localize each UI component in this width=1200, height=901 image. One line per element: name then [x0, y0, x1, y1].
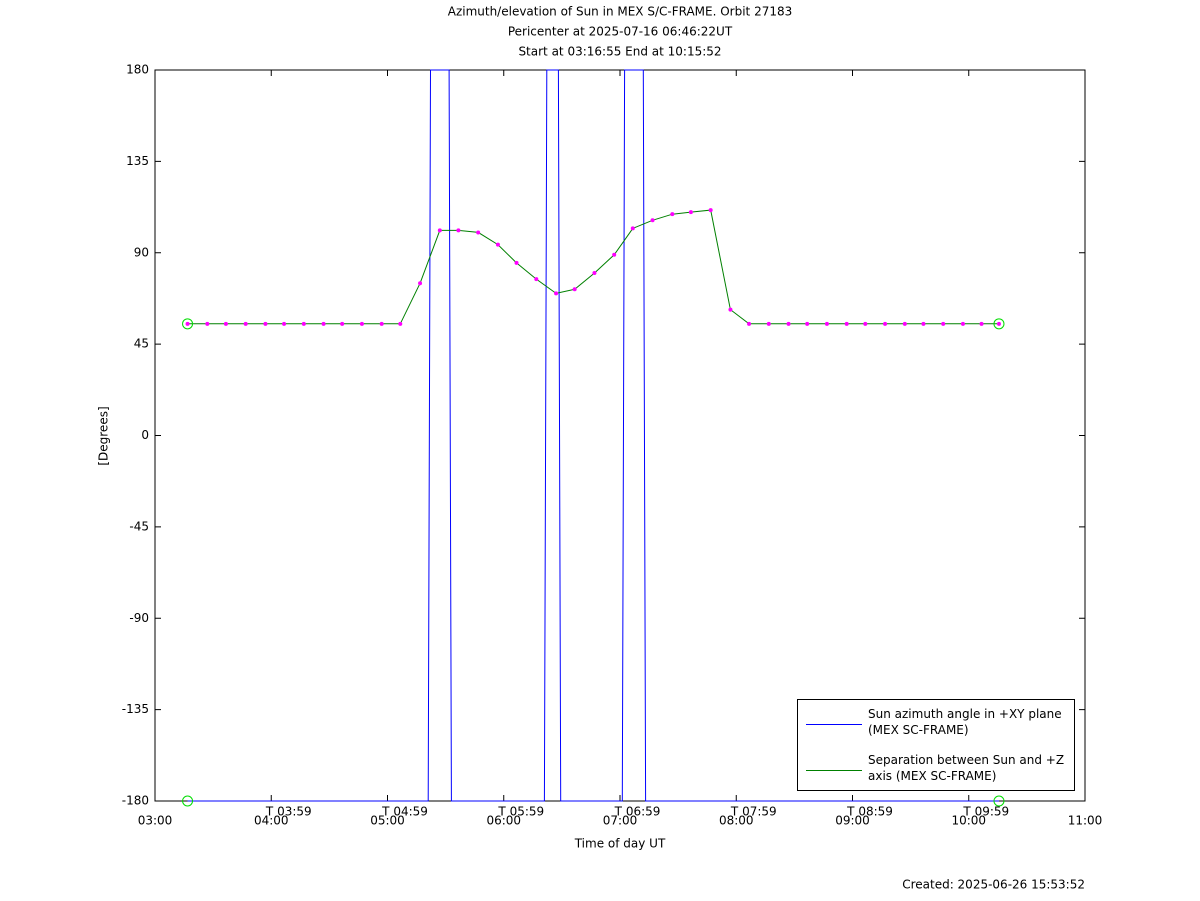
point-marker — [301, 321, 306, 326]
point-marker — [688, 210, 693, 215]
y-tick-label: -135 — [122, 702, 149, 716]
point-marker — [359, 321, 364, 326]
point-marker — [921, 321, 926, 326]
point-marker — [902, 321, 907, 326]
point-marker — [883, 321, 888, 326]
point-marker — [863, 321, 868, 326]
point-marker — [456, 228, 461, 233]
point-marker — [844, 321, 849, 326]
point-marker — [572, 287, 577, 292]
point-marker — [728, 307, 733, 312]
point-marker — [650, 218, 655, 223]
point-marker — [321, 321, 326, 326]
y-tick-label: 180 — [126, 63, 149, 77]
point-marker — [282, 321, 287, 326]
point-marker — [437, 228, 442, 233]
legend-label: Sun azimuth angle in +XY plane (MEX SC-F… — [868, 707, 1062, 737]
point-marker — [263, 321, 268, 326]
point-marker — [824, 321, 829, 326]
legend-swatch — [806, 770, 862, 771]
point-marker — [630, 226, 635, 231]
y-axis-label: [Degrees] — [97, 406, 111, 465]
point-marker — [514, 260, 519, 265]
legend: Sun azimuth angle in +XY plane (MEX SC-F… — [797, 699, 1075, 791]
chart-subtitle: Start at 03:16:55 End at 10:15:52 — [518, 45, 721, 59]
point-marker — [612, 252, 617, 257]
point-marker — [205, 321, 210, 326]
chart-title: Azimuth/elevation of Sun in MEX S/C-FRAM… — [448, 5, 793, 19]
time-mark: T 04:59 — [381, 805, 428, 819]
point-marker — [592, 271, 597, 276]
point-marker — [708, 208, 713, 213]
y-tick-label: 45 — [134, 337, 149, 351]
point-marker — [243, 321, 248, 326]
point-marker — [379, 321, 384, 326]
x-tick-label: 11:00 — [1068, 814, 1103, 828]
chart-subtitle: Pericenter at 2025-07-16 06:46:22UT — [508, 25, 733, 39]
end-marker — [182, 318, 194, 330]
x-tick-label: 09:00 — [835, 814, 870, 828]
x-tick-label: 07:00 — [603, 814, 638, 828]
time-mark: T 09:59 — [962, 805, 1009, 819]
time-mark: T 08:59 — [846, 805, 893, 819]
x-tick-label: 06:00 — [486, 814, 521, 828]
x-tick-label: 04:00 — [254, 814, 289, 828]
legend-swatch — [806, 724, 862, 725]
y-tick-label: -90 — [129, 611, 149, 625]
point-marker — [979, 321, 984, 326]
point-marker — [554, 291, 559, 296]
point-marker — [223, 321, 228, 326]
y-tick-label: 135 — [126, 154, 149, 168]
x-tick-label: 08:00 — [719, 814, 754, 828]
y-tick-label: -45 — [129, 519, 149, 533]
end-marker — [993, 795, 1005, 807]
end-marker — [182, 795, 194, 807]
point-marker — [476, 230, 481, 235]
plot-frame — [154, 69, 1086, 802]
point-marker — [495, 242, 500, 247]
end-marker — [993, 318, 1005, 330]
x-tick-label: 05:00 — [370, 814, 405, 828]
x-tick-label: 10:00 — [951, 814, 986, 828]
y-tick-label: 90 — [134, 245, 149, 259]
point-marker — [534, 277, 539, 282]
point-marker — [941, 321, 946, 326]
x-axis-label: Time of day UT — [574, 837, 666, 851]
point-marker — [340, 321, 345, 326]
series-line — [187, 69, 999, 802]
footer: Created: 2025-06-26 15:53:52 — [902, 878, 1085, 892]
point-marker — [766, 321, 771, 326]
point-marker — [747, 321, 752, 326]
time-mark: T 07:59 — [730, 805, 777, 819]
point-marker — [398, 321, 403, 326]
legend-label: Separation between Sun and +Z axis (MEX … — [868, 753, 1065, 783]
time-mark: T 05:59 — [497, 805, 544, 819]
time-mark: T 03:59 — [265, 805, 312, 819]
point-marker — [960, 321, 965, 326]
point-marker — [185, 321, 190, 326]
point-marker — [805, 321, 810, 326]
series-line — [187, 209, 999, 325]
time-mark: T 06:59 — [614, 805, 661, 819]
point-marker — [670, 212, 675, 217]
point-marker — [996, 321, 1001, 326]
point-marker — [418, 281, 423, 286]
point-marker — [786, 321, 791, 326]
y-tick-label: -180 — [122, 794, 149, 808]
x-tick-label: 03:00 — [138, 814, 173, 828]
y-tick-label: 0 — [141, 428, 149, 442]
